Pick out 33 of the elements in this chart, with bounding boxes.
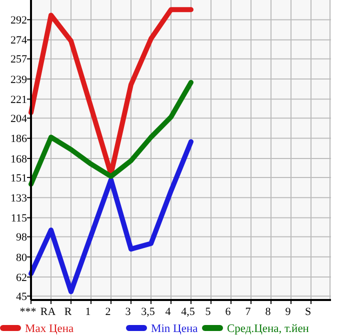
x-tick-label: ***: [20, 306, 36, 318]
x-tick-label: S: [304, 306, 312, 318]
legend-label: Сред.Цена, т.йен: [227, 323, 309, 335]
x-tick-label: 3,5: [141, 306, 156, 318]
x-tick-label: 4: [165, 306, 172, 318]
y-tick-label: 133: [10, 192, 28, 204]
legend-label: Max Цена: [25, 323, 74, 335]
x-tick-label: 1: [85, 306, 91, 318]
x-tick-label: 9: [285, 306, 292, 318]
legend-label: Min Цена: [151, 323, 198, 335]
x-tick-label: RA: [40, 306, 56, 318]
y-tick-label: 204: [10, 113, 28, 126]
y-tick-label: 80: [16, 252, 28, 264]
y-tick-label: 151: [10, 172, 27, 184]
x-tick-label: R: [64, 306, 72, 318]
y-tick-label: 221: [10, 94, 27, 106]
y-tick-label: 186: [10, 133, 28, 146]
y-tick-label: 45: [16, 290, 28, 303]
y-tick-label: 239: [10, 74, 28, 86]
y-tick-label: 292: [10, 14, 27, 27]
x-tick-label: 6: [225, 306, 232, 318]
x-tick-label: 5: [205, 306, 212, 318]
y-tick-label: 115: [10, 212, 28, 225]
x-tick-label: 7: [245, 306, 252, 318]
x-tick-label: 3: [125, 306, 132, 318]
x-tick-label: 2: [105, 306, 111, 318]
y-tick-label: 98: [16, 232, 28, 244]
y-tick-label: 168: [10, 153, 28, 166]
x-tick-label: 8: [265, 306, 272, 318]
y-tick-label: 62: [16, 272, 27, 284]
x-tick-label: 4,5: [181, 306, 196, 318]
y-tick-label: 257: [10, 54, 28, 66]
y-tick-label: 274: [10, 34, 28, 47]
